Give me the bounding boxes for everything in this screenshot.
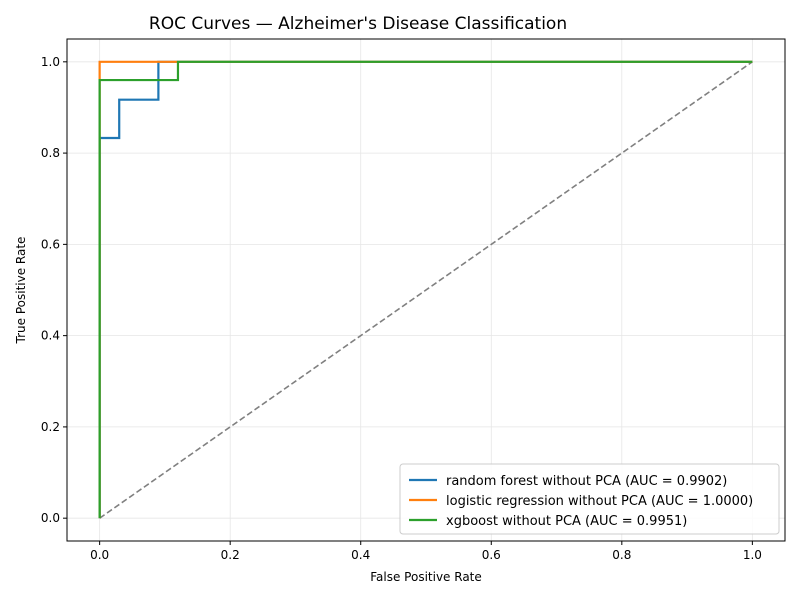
- x-tick-label: 1.0: [743, 548, 762, 562]
- plot-frame: [66, 38, 786, 542]
- y-tick-label: 0.8: [41, 146, 60, 160]
- x-tick-label: 0.8: [612, 548, 631, 562]
- chance-diagonal-line: [99, 61, 753, 519]
- series-line-2: [98, 60, 753, 519]
- legend-box: [399, 463, 780, 535]
- series-group: [98, 60, 753, 519]
- y-tick-label: 0.6: [41, 237, 60, 251]
- x-tick-label: 0.4: [351, 548, 370, 562]
- axis-ticks: 0.0 0.2 0.4 0.6 0.8 1.0 0.0 0.2 0.4 0.6 0.8 1.0: [41, 55, 762, 562]
- y-tick-label: 0.4: [41, 329, 60, 343]
- x-tick-label: 0.0: [90, 548, 109, 562]
- chart-title: ROC Curves — Alzheimer's Disease Classif…: [149, 14, 567, 34]
- y-axis-label: True Positive Rate: [14, 237, 28, 345]
- legend: random forest without PCA (AUC = 0.9902)…: [399, 463, 780, 535]
- legend-label-0: random forest without PCA (AUC = 0.9902): [446, 474, 727, 489]
- reference-line: [99, 61, 753, 519]
- y-tick-label: 0.0: [41, 511, 60, 525]
- x-axis-label: False Positive Rate: [370, 570, 482, 584]
- legend-label-2: xgboost without PCA (AUC = 0.9951): [446, 514, 687, 529]
- legend-label-1: logistic regression without PCA (AUC = 1…: [446, 494, 753, 509]
- y-tick-label: 0.2: [41, 420, 60, 434]
- y-tick-label: 1.0: [41, 55, 60, 69]
- x-tick-label: 0.6: [482, 548, 501, 562]
- x-tick-label: 0.2: [221, 548, 240, 562]
